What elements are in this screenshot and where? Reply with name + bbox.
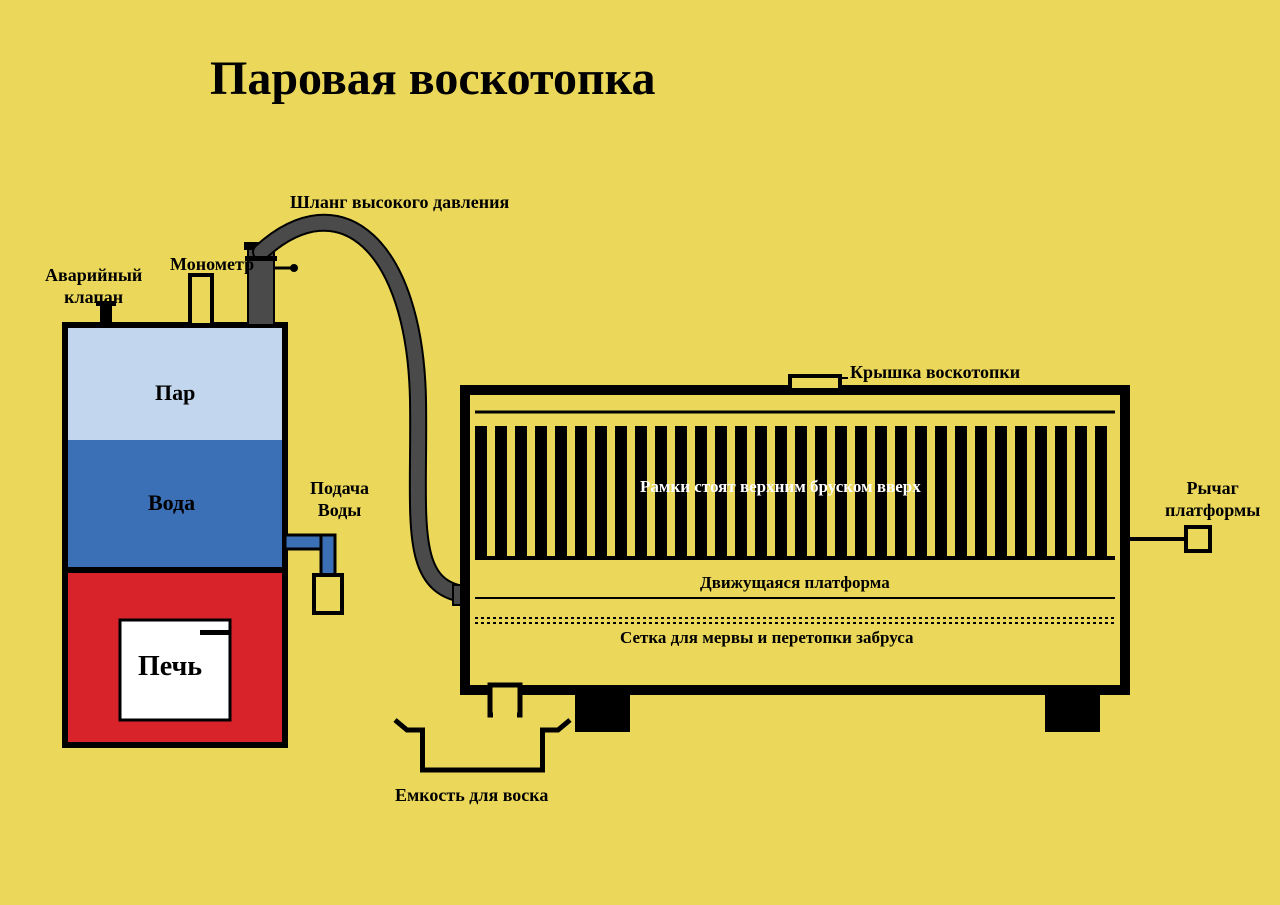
platform-label: Движущаяся платформа	[700, 573, 890, 593]
water-supply-label: ПодачаВоды	[310, 478, 369, 521]
diagram-canvas: Паровая воскотопка Аварийныйклапан Моном…	[0, 0, 1280, 905]
lid-label: Крышка воскотопки	[850, 362, 1020, 384]
title: Паровая воскотопка	[210, 50, 656, 108]
frames-label: Рамки стоят верхним бруском вверх	[640, 477, 921, 497]
diagram-svg	[0, 0, 1280, 905]
stove-label: Печь	[138, 650, 202, 684]
manometer-label: Монометр	[170, 254, 254, 276]
hose-label: Шланг высокого давления	[290, 192, 509, 214]
lever-label: Рычагплатформы	[1165, 478, 1260, 521]
emergency-valve-label: Аварийныйклапан	[45, 265, 142, 308]
mesh-label: Сетка для мервы и перетопки забруса	[620, 628, 913, 648]
wax-container-label: Емкость для воска	[395, 785, 548, 807]
steam-label: Пар	[155, 380, 195, 406]
water-label: Вода	[148, 490, 195, 516]
